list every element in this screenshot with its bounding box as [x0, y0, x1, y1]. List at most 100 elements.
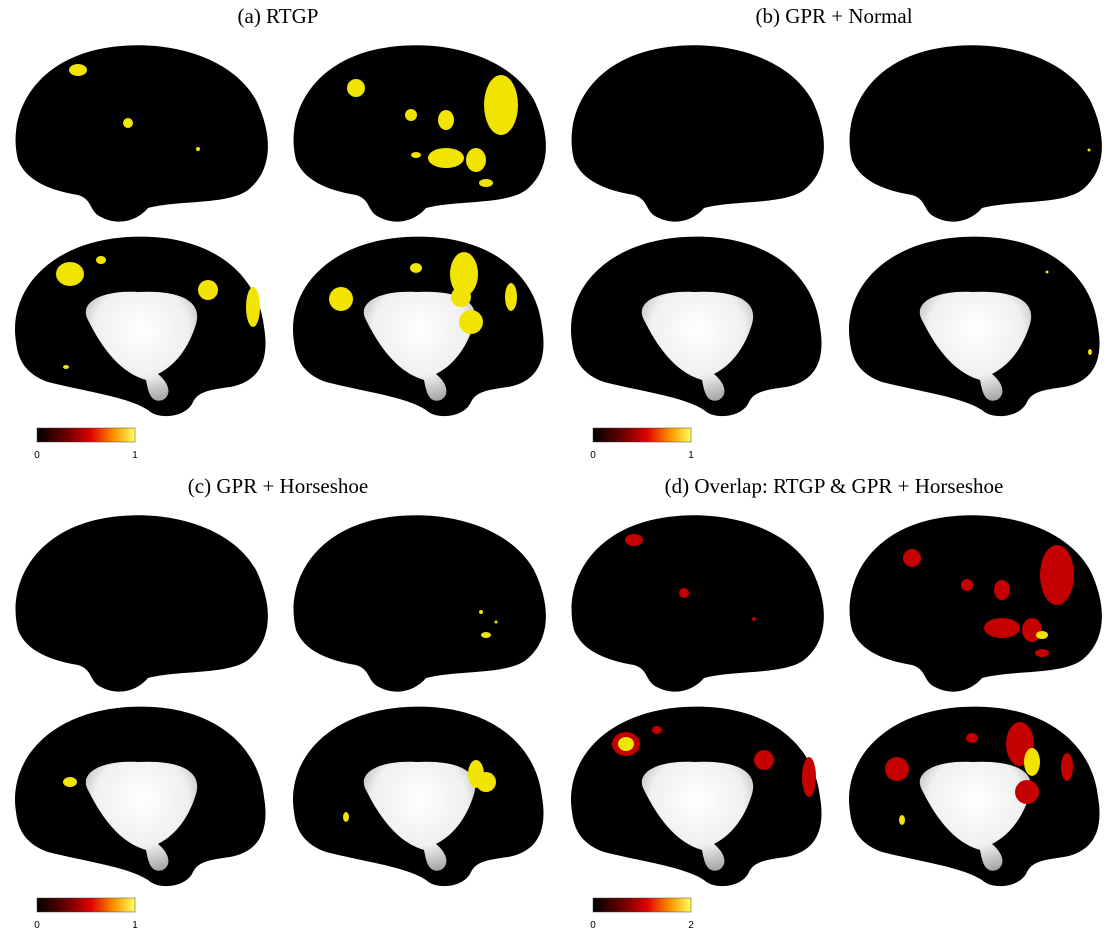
activation-region — [476, 772, 496, 792]
activation-region — [1024, 748, 1040, 776]
brain-lateral — [572, 515, 824, 691]
activation-region — [479, 179, 493, 187]
activation-region — [63, 777, 77, 787]
activation-region — [505, 283, 517, 311]
brain-surface — [572, 45, 824, 221]
activation-region — [994, 580, 1010, 600]
activation-region — [196, 147, 200, 151]
figure: (a) RTGP01(b) GPR + Normal01(c) GPR + Ho… — [0, 0, 1112, 947]
activation-region — [63, 365, 69, 369]
panel-title: (c) GPR + Horseshoe — [188, 474, 368, 498]
activation-region — [466, 148, 486, 172]
page-body: (a) RTGP01(b) GPR + Normal01(c) GPR + Ho… — [0, 0, 1112, 947]
activation-region — [679, 588, 689, 598]
brain-surface — [850, 45, 1102, 221]
activation-region — [329, 287, 353, 311]
activation-region — [752, 617, 756, 621]
activation-region — [984, 618, 1020, 638]
brain-lateral — [294, 45, 546, 221]
brain-surface — [571, 707, 822, 887]
activation-region — [459, 310, 483, 334]
panel-title: (a) RTGP — [238, 4, 319, 28]
brain-surface — [571, 237, 822, 417]
activation-region — [1036, 631, 1048, 639]
activation-region — [885, 757, 909, 781]
brain-medial — [571, 707, 822, 887]
activation-region — [1015, 780, 1039, 804]
activation-region — [1035, 649, 1049, 657]
activation-region — [903, 549, 921, 567]
activation-region — [69, 64, 87, 76]
brain-surface — [849, 237, 1100, 417]
activation-region — [652, 726, 662, 734]
activation-region — [625, 534, 643, 546]
activation-region — [343, 812, 349, 822]
brain-lateral — [16, 45, 268, 221]
activation-region — [495, 621, 498, 624]
brain-medial — [293, 237, 544, 417]
activation-region — [1061, 753, 1073, 781]
colorbar — [37, 898, 135, 912]
colorbar-min: 0 — [34, 920, 40, 931]
colorbar-max: 1 — [132, 450, 138, 461]
activation-region — [411, 152, 421, 158]
activation-region — [961, 579, 973, 591]
colorbar — [593, 428, 691, 442]
page: {"panels": [ {"title": "(a) RTGP", "colo… — [0, 0, 1112, 947]
brain-surface — [572, 515, 824, 691]
brain-lateral — [16, 515, 268, 691]
panel-title: (b) GPR + Normal — [755, 4, 912, 28]
activation-region — [899, 815, 905, 825]
colorbar-min: 0 — [590, 450, 596, 461]
activation-region — [56, 262, 84, 286]
brain-medial — [15, 237, 266, 417]
colorbar-max: 1 — [688, 450, 694, 461]
activation-region — [451, 287, 471, 307]
activation-region — [618, 737, 634, 751]
colorbar-min: 0 — [34, 450, 40, 461]
activation-region — [410, 263, 422, 273]
panel: (b) GPR + Normal 0 1 — [571, 4, 1102, 461]
brain-surface — [293, 707, 544, 887]
colorbar-min: 0 — [590, 920, 596, 931]
panel: (d) Overlap: RTGP & GPR + Horseshoe 0 2 — [571, 474, 1102, 931]
brain-lateral — [572, 45, 824, 221]
brain-medial — [15, 707, 266, 887]
brain-lateral — [850, 515, 1102, 691]
brain-surface — [15, 707, 266, 887]
activation-region — [802, 757, 816, 797]
colorbar-max: 1 — [132, 920, 138, 931]
activation-region — [1040, 545, 1074, 605]
activation-region — [347, 79, 365, 97]
activation-region — [96, 256, 106, 264]
brain-medial — [849, 707, 1100, 887]
activation-region — [198, 280, 218, 300]
brain-surface — [294, 45, 546, 221]
brain-medial — [849, 237, 1100, 417]
colorbar — [37, 428, 135, 442]
activation-region — [438, 110, 454, 130]
brain-surface — [15, 237, 266, 417]
activation-region — [1088, 349, 1092, 355]
activation-region — [405, 109, 417, 121]
brain-lateral — [294, 515, 546, 691]
brain-surface — [294, 515, 546, 691]
panel: (c) GPR + Horseshoe 0 1 — [15, 474, 546, 931]
activation-region — [966, 733, 978, 743]
activation-region — [1088, 149, 1091, 152]
activation-region — [428, 148, 464, 168]
activation-region — [481, 632, 491, 638]
activation-region — [246, 287, 260, 327]
activation-region — [123, 118, 133, 128]
brain-medial — [571, 237, 822, 417]
activation-region — [479, 610, 483, 614]
brain-medial — [293, 707, 544, 887]
colorbar — [593, 898, 691, 912]
panel-title: (d) Overlap: RTGP & GPR + Horseshoe — [665, 474, 1004, 498]
brain-surface — [16, 515, 268, 691]
brain-surface — [16, 45, 268, 221]
activation-region — [1046, 271, 1049, 274]
panel: (a) RTGP 0 1 — [15, 4, 546, 461]
colorbar-max: 2 — [688, 920, 694, 931]
brain-lateral — [850, 45, 1102, 221]
